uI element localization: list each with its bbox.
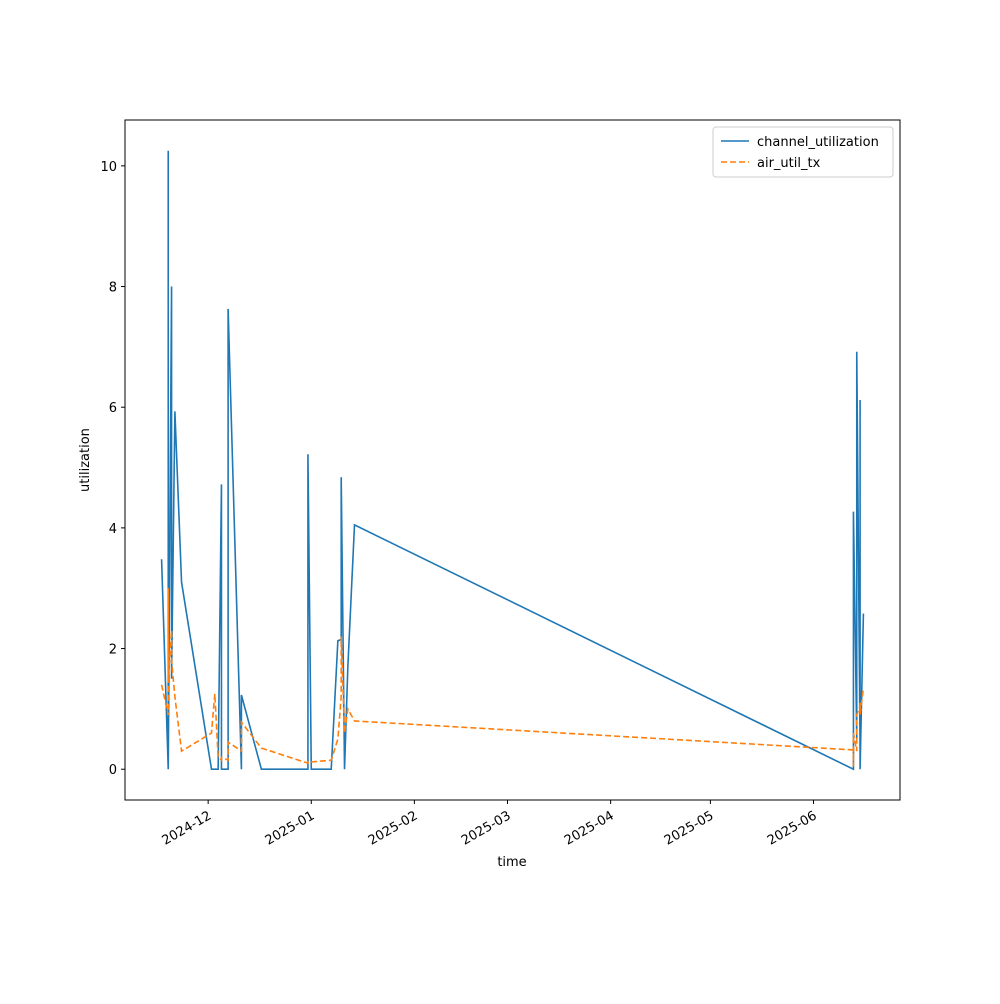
- x-tick-label: 2025-02: [366, 808, 421, 848]
- y-tick-label: 8: [109, 281, 117, 296]
- x-tick-label: 2025-06: [765, 808, 820, 848]
- x-tick-label: 2025-03: [459, 808, 514, 848]
- x-tick-label: 2024-12: [160, 808, 215, 848]
- plot-frame: [124, 119, 901, 801]
- legend-label: channel_utilization: [757, 135, 879, 150]
- x-tick-label: 2025-01: [263, 808, 318, 848]
- y-tick-label: 6: [109, 401, 117, 416]
- series-line: [160, 588, 865, 767]
- y-tick-label: 0: [109, 763, 117, 778]
- y-tick-label: 2: [109, 643, 117, 658]
- legend-label: air_util_tx: [757, 156, 821, 171]
- y-tick-label: 10: [100, 160, 117, 175]
- y-tick-label: 4: [109, 522, 117, 537]
- series-line: [160, 150, 865, 771]
- y-axis-label: utilization: [78, 428, 93, 492]
- x-tick-label: 2025-04: [562, 808, 617, 848]
- legend-box: [712, 126, 894, 178]
- x-tick-label: 2025-05: [662, 808, 717, 848]
- x-axis-label: time: [497, 855, 526, 870]
